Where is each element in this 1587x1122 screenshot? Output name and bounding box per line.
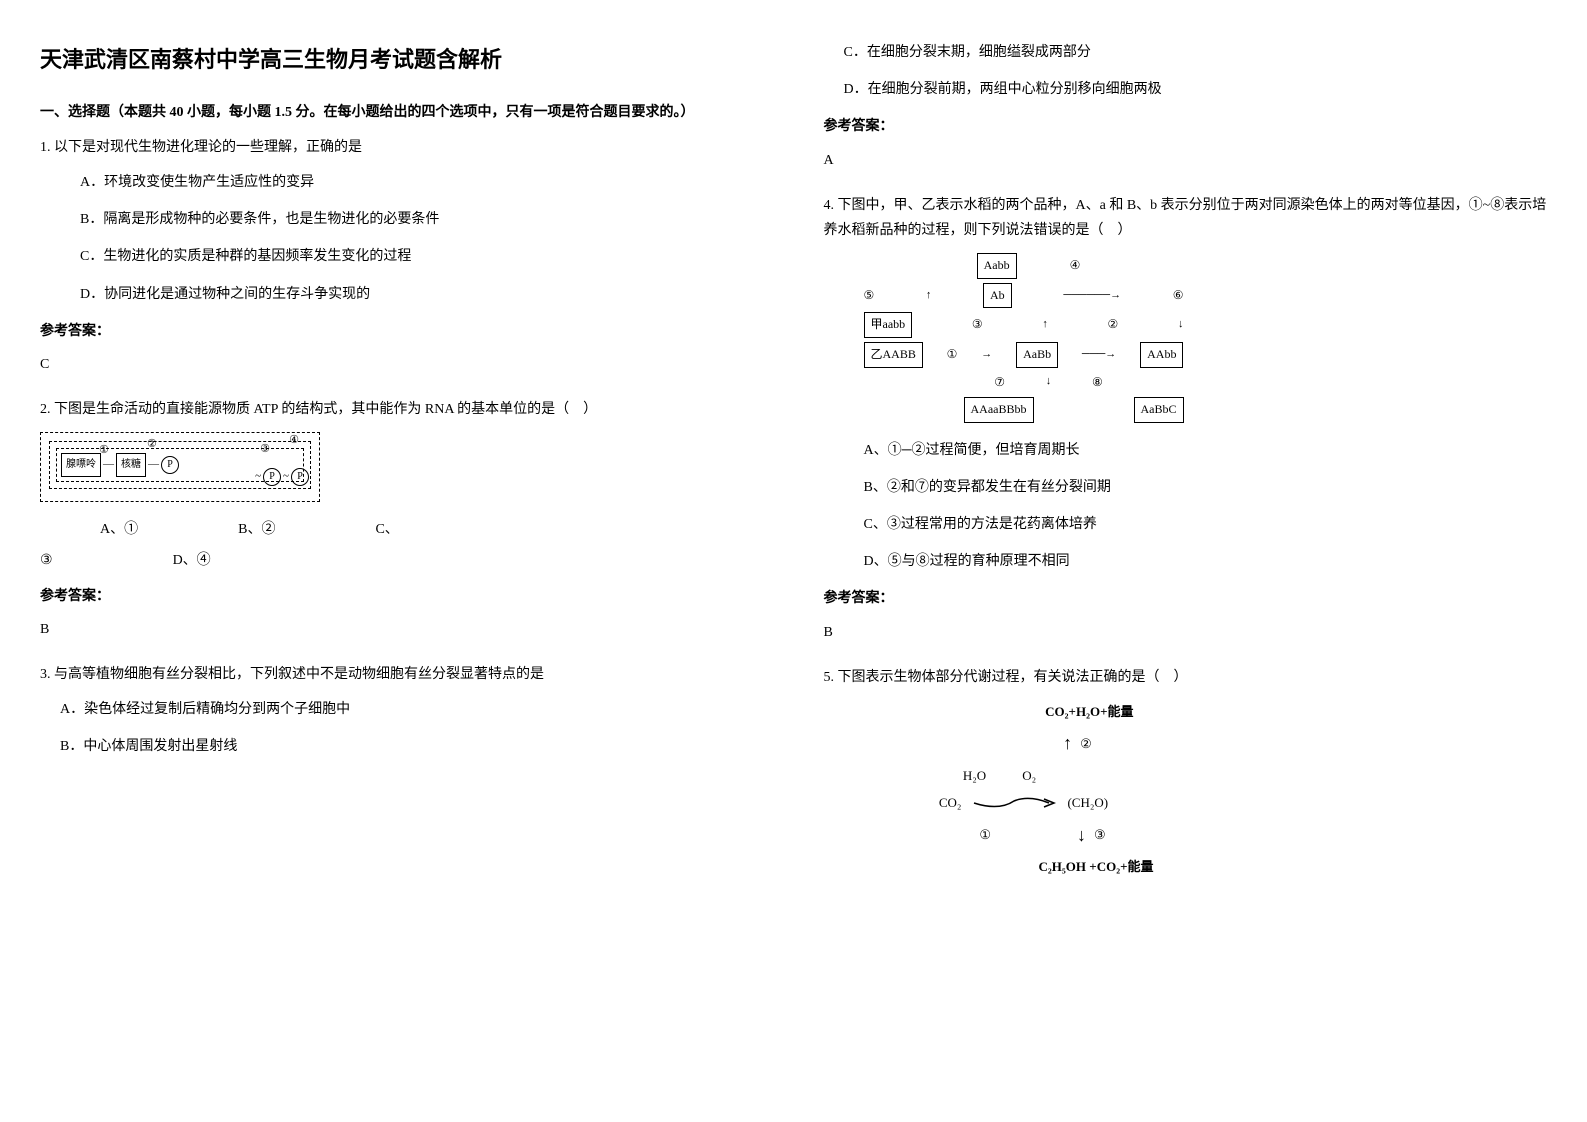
question-text: 3. 与高等植物细胞有丝分裂相比，下列叙述中不是动物细胞有丝分裂显著特点的是 [40, 662, 764, 687]
question-2: 2. 下图是生命活动的直接能源物质 ATP 的结构式，其中能作为 RNA 的基本… [40, 397, 764, 642]
ribose-box: 核糖 [116, 453, 146, 477]
option-d: D、④ [173, 548, 211, 573]
adenine-box: 腺嘌呤 [61, 453, 101, 477]
rice-ab: Ab [983, 283, 1012, 309]
num-2: ② [1080, 732, 1092, 755]
option-3: ③ [40, 548, 53, 573]
label-1: ① [99, 441, 109, 461]
option-c: C、 [375, 517, 398, 542]
num-8: ⑧ [1092, 372, 1103, 394]
question-4: 4. 下图中，甲、乙表示水稻的两个品种，A、a 和 B、b 表示分别位于两对同源… [824, 193, 1548, 645]
left-column: 天津武清区南蔡村中学高三生物月考试题含解析 一、选择题（本题共 40 小题，每小… [40, 40, 764, 890]
option-a: A．环境改变使生物产生适应性的变异 [80, 170, 764, 195]
page-container: 天津武清区南蔡村中学高三生物月考试题含解析 一、选择题（本题共 40 小题，每小… [40, 40, 1547, 890]
rice-diagram: Aabb ④ ⑤ ↑ Ab ──────→ ⑥ 甲aabb ③ ↑ ② ↓ [864, 253, 1184, 423]
answer-label: 参考答案： [40, 584, 764, 609]
arrow-curve-icon [969, 793, 1059, 813]
option-a: A、① [100, 517, 138, 542]
o2-label: O₂ [1022, 764, 1036, 787]
option-d: D．协同进化是通过物种之间的生存斗争实现的 [80, 282, 764, 307]
question-1: 1. 以下是对现代生物进化理论的一些理解，正确的是 A．环境改变使生物产生适应性… [40, 135, 764, 377]
question-text: 4. 下图中，甲、乙表示水稻的两个品种，A、a 和 B、b 表示分别位于两对同源… [824, 193, 1548, 243]
num-3: ③ [972, 314, 983, 336]
question-5: 5. 下图表示生物体部分代谢过程，有关说法正确的是（ ） CO₂+H₂O+能量 … [824, 665, 1548, 879]
document-title: 天津武清区南蔡村中学高三生物月考试题含解析 [40, 40, 764, 80]
option-c: C．在细胞分裂末期，细胞缢裂成两部分 [844, 40, 1548, 65]
num-2: ② [1108, 314, 1119, 336]
rice-aabb2: AaBb [1016, 342, 1058, 368]
num-5: ⑤ [864, 285, 875, 307]
num-6: ⑥ [1173, 285, 1184, 307]
option-b: B、② [238, 517, 275, 542]
atp-diagram: ④ ③ ② 腺嘌呤 —① 核糖 — P [40, 432, 764, 502]
rice-aaaa: AAaaBBbb [964, 397, 1034, 423]
answer-value: C [40, 352, 764, 377]
question-text: 1. 以下是对现代生物进化理论的一些理解，正确的是 [40, 135, 764, 160]
option-b: B．中心体周围发射出星射线 [60, 734, 764, 759]
question-text: 2. 下图是生命活动的直接能源物质 ATP 的结构式，其中能作为 RNA 的基本… [40, 397, 764, 422]
h2o-label: H₂O [963, 764, 986, 787]
metabolism-diagram: CO₂+H₂O+能量 ↑ ② H₂O O₂ CO₂ [884, 700, 1164, 878]
phosphate-3: P [291, 468, 309, 486]
phosphate-2: P [263, 468, 281, 486]
option-a: A．染色体经过复制后精确均分到两个子细胞中 [60, 697, 764, 722]
option-c: C、③过程常用的方法是花药离体培养 [864, 512, 1548, 537]
option-b: B、②和⑦的变异都发生在有丝分裂间期 [864, 475, 1548, 500]
question-3-part1: 3. 与高等植物细胞有丝分裂相比，下列叙述中不是动物细胞有丝分裂显著特点的是 A… [40, 662, 764, 760]
right-column: C．在细胞分裂末期，细胞缢裂成两部分 D．在细胞分裂前期，两组中心粒分别移向细胞… [824, 40, 1548, 890]
option-d: D、⑤与⑧过程的育种原理不相同 [864, 549, 1548, 574]
metab-bottom: C₂H₅OH +CO₂+能量 [884, 855, 1164, 878]
option-a: A、①─②过程简便，但培育周期长 [864, 438, 1548, 463]
options-row-2: ③ D、④ [40, 548, 764, 573]
question-3-part2: C．在细胞分裂末期，细胞缢裂成两部分 D．在细胞分裂前期，两组中心粒分别移向细胞… [824, 40, 1548, 173]
option-d: D．在细胞分裂前期，两组中心粒分别移向细胞两极 [844, 77, 1548, 102]
rice-aabb3: AAbb [1140, 342, 1183, 368]
num-7: ⑦ [994, 372, 1005, 394]
option-b: B．隔离是形成物种的必要条件，也是生物进化的必要条件 [80, 207, 764, 232]
answer-value: B [824, 620, 1548, 645]
answer-label: 参考答案： [40, 319, 764, 344]
answer-value: A [824, 148, 1548, 173]
rice-aabbc: AaBbC [1134, 397, 1184, 423]
option-c: C．生物进化的实质是种群的基因频率发生变化的过程 [80, 244, 764, 269]
options-row-1: A、① B、② C、 [100, 517, 764, 542]
answer-value: B [40, 617, 764, 642]
num-1: ① [947, 344, 958, 366]
num-1: ① [979, 823, 991, 846]
ch2o-label: (CH₂O) [1067, 791, 1108, 814]
num-4: ④ [1070, 255, 1081, 277]
metab-top: CO₂+H₂O+能量 [884, 700, 1164, 723]
num-3: ③ [1094, 823, 1106, 846]
answer-label: 参考答案： [824, 114, 1548, 139]
answer-label: 参考答案： [824, 586, 1548, 611]
rice-yi: 乙AABB [864, 342, 923, 368]
label-2: ② [147, 435, 157, 455]
rice-aabb: Aabb [977, 253, 1017, 279]
section-header: 一、选择题（本题共 40 小题，每小题 1.5 分。在每小题给出的四个选项中，只… [40, 100, 764, 125]
phosphate-1: P [161, 456, 179, 474]
question-text: 5. 下图表示生物体部分代谢过程，有关说法正确的是（ ） [824, 665, 1548, 690]
co2-label: CO₂ [939, 791, 962, 814]
rice-jia: 甲aabb [864, 312, 913, 338]
